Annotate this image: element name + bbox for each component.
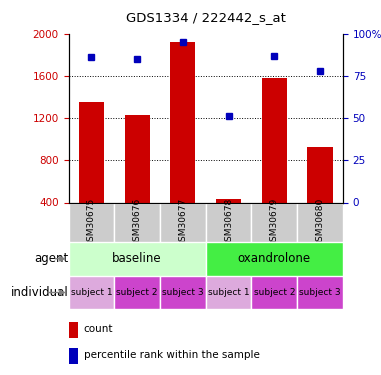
Text: subject 2: subject 2 xyxy=(254,288,295,297)
Text: GSM30677: GSM30677 xyxy=(178,198,187,247)
Text: GDS1334 / 222442_s_at: GDS1334 / 222442_s_at xyxy=(126,11,286,24)
Bar xyxy=(206,202,251,242)
Text: GSM30679: GSM30679 xyxy=(270,198,279,247)
Text: GSM30675: GSM30675 xyxy=(87,198,96,247)
Bar xyxy=(69,322,78,338)
Bar xyxy=(79,102,104,202)
Bar xyxy=(114,276,160,309)
Bar xyxy=(69,276,114,309)
Text: subject 3: subject 3 xyxy=(162,288,204,297)
Bar xyxy=(297,276,343,309)
Bar xyxy=(160,202,206,242)
Text: subject 1: subject 1 xyxy=(208,288,250,297)
Text: GSM30676: GSM30676 xyxy=(133,198,142,247)
Bar xyxy=(170,42,195,203)
Bar xyxy=(160,276,206,309)
Text: subject 3: subject 3 xyxy=(299,288,341,297)
Text: count: count xyxy=(84,324,113,334)
Bar xyxy=(69,202,114,242)
Text: GSM30680: GSM30680 xyxy=(315,198,325,247)
Bar xyxy=(262,78,287,203)
Text: agent: agent xyxy=(34,252,69,265)
Bar xyxy=(307,147,333,202)
Text: GSM30678: GSM30678 xyxy=(224,198,233,247)
Text: subject 1: subject 1 xyxy=(70,288,112,297)
Text: percentile rank within the sample: percentile rank within the sample xyxy=(84,350,260,360)
Bar xyxy=(251,202,297,242)
Bar xyxy=(216,200,241,202)
Text: individual: individual xyxy=(11,286,69,299)
Bar xyxy=(251,276,297,309)
Bar xyxy=(297,202,343,242)
Bar xyxy=(206,276,251,309)
Bar xyxy=(206,242,343,276)
Bar xyxy=(69,242,206,276)
Text: oxandrolone: oxandrolone xyxy=(238,252,311,265)
Bar xyxy=(125,115,150,202)
Bar xyxy=(114,202,160,242)
Bar xyxy=(69,348,78,363)
Text: baseline: baseline xyxy=(112,252,162,265)
Text: subject 2: subject 2 xyxy=(117,288,158,297)
